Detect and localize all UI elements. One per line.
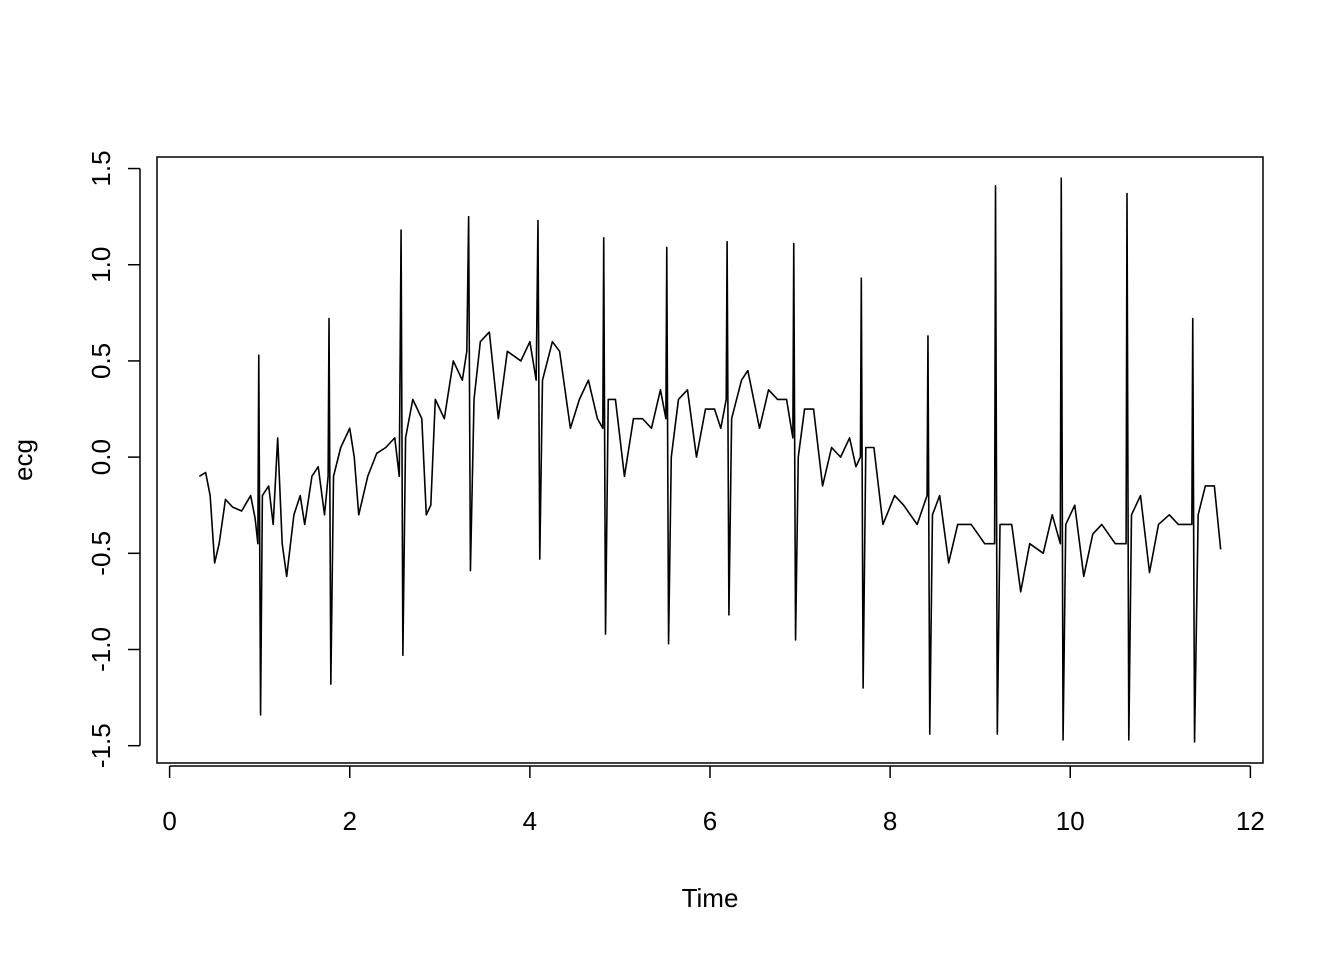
x-tick-label: 0 [162,806,176,836]
x-tick-label: 6 [703,806,717,836]
y-axis-title: ecg [8,439,38,481]
ecg-line [198,177,1222,743]
y-tick-label: -1.0 [86,627,116,672]
y-tick-label: -0.5 [86,531,116,576]
y-tick-label: 0.0 [86,439,116,475]
y-tick-label: -1.5 [86,723,116,768]
x-tick-label: 4 [523,806,537,836]
x-tick-label: 12 [1236,806,1265,836]
plot-box [156,156,1264,764]
y-tick-label: 1.5 [86,150,116,186]
x-axis-title: Time [682,883,739,913]
x-tick-label: 10 [1056,806,1085,836]
y-tick-label: 1.0 [86,247,116,283]
y-tick-label: 0.5 [86,343,116,379]
x-tick-label: 2 [343,806,357,836]
x-tick-label: 8 [883,806,897,836]
